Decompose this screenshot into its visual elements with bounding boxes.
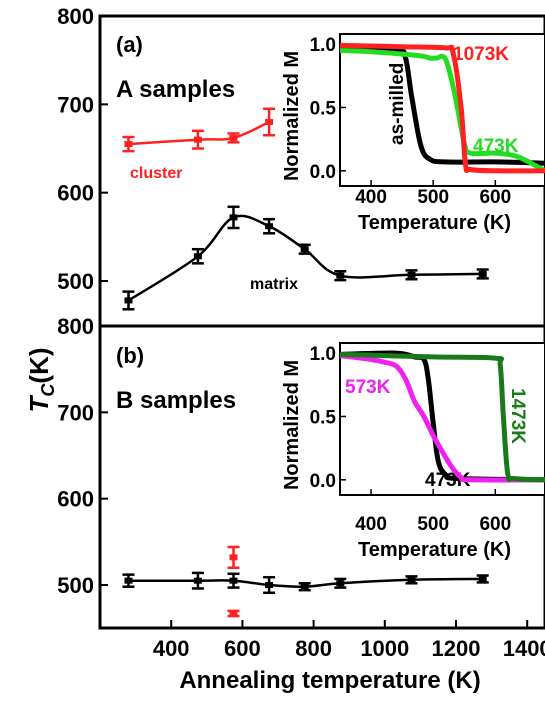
- panel-a-point: [229, 214, 238, 221]
- x-tick-label: 1200: [432, 636, 481, 661]
- panel-a-point: [478, 270, 487, 277]
- svg-text:TC(K): TC(K): [24, 348, 58, 413]
- panel-b-point: [336, 580, 345, 587]
- panel-b-point: [193, 577, 202, 584]
- panel-b-inset-curve-label: 1473K: [507, 388, 528, 444]
- x-tick-label: 1000: [360, 636, 409, 661]
- panel-b-inset-curve-2: [339, 351, 545, 483]
- panel-a-label: (a): [116, 32, 143, 57]
- panel-b-inset-ytick-label: 0.5: [310, 407, 337, 428]
- panel-a-inset-curve-label: 1073K: [453, 44, 509, 65]
- panel-a-inset-ytick-label: 0.0: [310, 162, 336, 183]
- cluster-label: cluster: [130, 165, 182, 182]
- panel-b-frame: [98, 324, 545, 630]
- panel-b-title: B samples: [116, 387, 236, 414]
- panel-b-inset-xtick-label: 600: [479, 514, 511, 535]
- x-tick-label: 1400: [503, 636, 545, 661]
- panel-a-inset-ytick-label: 0.5: [310, 98, 337, 119]
- panel-b-inset-ytick-label: 1.0: [310, 344, 336, 365]
- panel-b-ytick-label: 800: [57, 314, 94, 339]
- panel-b-point: [265, 582, 274, 588]
- panel-a-title: A samples: [116, 76, 235, 103]
- panel-b-point: [229, 610, 238, 617]
- y-axis-title-main: T: [24, 394, 54, 412]
- panel-a-point: [229, 134, 238, 141]
- panel-a-point: [193, 136, 202, 143]
- panel-a-point: [407, 271, 416, 278]
- panel-a-point: [336, 272, 345, 279]
- panel-b-point: [407, 576, 416, 583]
- panel-b-inset-curve-1: [339, 353, 545, 483]
- x-tick-label: 400: [153, 636, 190, 661]
- panel-a-inset-curve-label: 473K: [473, 136, 519, 157]
- panel-a-inset-ylabel: Normalized M: [281, 51, 303, 181]
- y-axis-title: TC(K): [24, 348, 58, 413]
- panel-b-point: [229, 554, 238, 561]
- panel-a: 500 600 700 800 400 500 600 0.0 0.5 1.0 Temperatur…: [57, 4, 545, 311]
- panel-a-point: [124, 141, 133, 148]
- matrix-label: matrix: [250, 276, 298, 293]
- panel-a-ytick-label: 500: [57, 269, 94, 294]
- panel-b-ytick-label: 500: [57, 573, 94, 598]
- panel-a-inset-curve-label: as-milled: [387, 63, 408, 145]
- panel-a-inset-curve-1: [339, 48, 545, 173]
- x-axis-title: Annealing temperature (K): [179, 667, 480, 694]
- panel-a-inset-xtick-label: 400: [355, 187, 387, 208]
- panel-a-inset-ytick-label: 1.0: [310, 35, 336, 56]
- panel-b-label: (b): [116, 343, 144, 368]
- x-tick-label: 800: [295, 636, 332, 661]
- panel-b-point: [229, 577, 238, 584]
- panel-a-point: [265, 223, 274, 230]
- panel-b-point: [300, 583, 309, 590]
- panel-a-inset-xtick-label: 500: [417, 187, 449, 208]
- panel-b-inset-xlabel: Temperature (K): [358, 539, 511, 561]
- panel-a-point: [124, 297, 133, 304]
- panel-a-inset-xlabel: Temperature (K): [358, 212, 511, 234]
- panel-a-point: [300, 246, 309, 253]
- panel-b-inset-ylabel: Normalized M: [281, 360, 303, 490]
- panel-b: 500 600 700 800 400 600 800 1000 1200 1400 400 500 6…: [57, 314, 545, 661]
- panel-a-ytick-label: 800: [57, 4, 94, 29]
- panel-b-inset-curve-label: 573K: [345, 377, 391, 398]
- panel-b-inset-ytick-label: 0.0: [310, 471, 336, 492]
- panel-a-ytick-label: 600: [57, 181, 94, 206]
- panel-a-point: [193, 253, 202, 260]
- x-tick-label: 600: [224, 636, 261, 661]
- y-axis-title-unit: (K): [24, 348, 54, 384]
- panel-a-inset-xtick-label: 600: [479, 187, 511, 208]
- panel-b-point: [478, 575, 487, 582]
- panel-b-ytick-label: 700: [57, 400, 94, 425]
- panel-b-inset-xtick-label: 400: [355, 514, 387, 535]
- panel-a-point: [265, 119, 274, 125]
- panel-b-point: [124, 577, 133, 584]
- panel-b-inset-xtick-label: 500: [417, 514, 449, 535]
- panel-b-ytick-label: 600: [57, 487, 94, 512]
- panel-a-inset-curve-0: [339, 45, 545, 166]
- y-axis-title-sub: C: [38, 383, 58, 397]
- panel-a-ytick-label: 700: [57, 92, 94, 117]
- panel-a-series-0-line: [128, 120, 270, 146]
- panel-a-inset-curve-2: [339, 42, 545, 174]
